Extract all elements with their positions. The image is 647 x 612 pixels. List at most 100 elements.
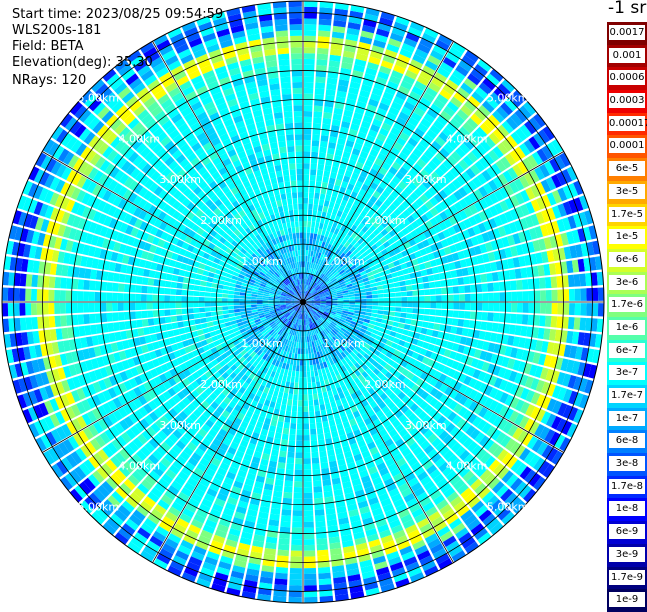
range-gate-cell	[303, 198, 308, 204]
range-gate-cell	[205, 297, 211, 301]
range-gate-cell	[282, 199, 287, 206]
range-gate-cell	[310, 423, 316, 429]
range-gate-cell	[194, 319, 201, 325]
range-gate-cell	[239, 296, 245, 299]
range-gate-cell	[83, 314, 90, 324]
range-gate-cell	[205, 292, 211, 297]
range-gate-cell	[394, 317, 400, 322]
range-gate-cell	[303, 377, 307, 383]
range-gate-cell	[319, 375, 324, 381]
range-gate-cell	[318, 573, 331, 580]
range-gate-cell	[172, 275, 179, 282]
range-gate-cell	[307, 365, 310, 371]
range-gate-cell	[354, 308, 360, 311]
range-gate-cell	[281, 193, 287, 200]
range-gate-cell	[349, 302, 355, 304]
range-gate-cell	[240, 292, 246, 295]
range-gate-cell	[279, 538, 290, 545]
range-gate-cell	[176, 289, 182, 295]
range-gate-cell	[283, 428, 289, 434]
range-gate-cell	[124, 303, 130, 311]
range-gate-cell	[309, 406, 314, 412]
range-gate-cell	[294, 111, 302, 117]
range-gate-cell	[317, 170, 323, 176]
range-gate-cell	[245, 302, 251, 305]
range-gate-cell	[234, 302, 240, 305]
range-gate-cell	[401, 302, 407, 307]
range-gate-cell	[251, 305, 257, 308]
range-gate-cell	[83, 280, 90, 290]
range-gate-cell	[118, 303, 124, 311]
range-gate-cell	[568, 317, 575, 329]
range-gate-cell	[222, 290, 228, 294]
range-gate-cell	[234, 309, 240, 313]
range-gate-cell	[304, 82, 314, 88]
range-gate-cell	[113, 322, 120, 331]
range-gate-cell	[318, 393, 323, 399]
range-gate-cell	[313, 233, 317, 239]
range-gate-cell	[289, 210, 294, 216]
range-gate-cell	[551, 316, 558, 328]
range-gate-cell	[112, 283, 118, 292]
range-gate-cell	[54, 316, 61, 327]
range-gate-cell	[310, 365, 314, 371]
range-gate-cell	[196, 324, 203, 330]
range-gate-cell	[274, 578, 287, 585]
range-gate-cell	[304, 76, 314, 82]
range-gate-cell	[291, 186, 296, 192]
range-gate-cell	[83, 303, 89, 313]
range-gate-cell	[324, 397, 330, 404]
range-gate-cell	[303, 412, 308, 418]
range-gate-cell	[274, 485, 283, 492]
range-gate-cell	[240, 289, 246, 293]
range-gate-cell	[592, 303, 598, 316]
range-gate-cell	[304, 30, 316, 36]
range-gate-cell	[245, 293, 251, 296]
range-gate-cell	[320, 141, 328, 148]
range-gate-cell	[304, 1, 317, 7]
range-gate-cell	[187, 290, 193, 295]
range-gate-cell	[480, 321, 487, 330]
range-gate-cell	[313, 111, 322, 117]
range-gate-cell	[112, 293, 118, 301]
range-gate-cell	[322, 479, 331, 486]
range-gate-cell	[286, 463, 294, 469]
range-gate-cell	[118, 312, 124, 321]
range-gate-cell	[26, 317, 33, 330]
range-gate-cell	[293, 504, 302, 510]
range-gate-cell	[276, 200, 282, 207]
range-gate-cell	[295, 371, 299, 377]
range-gate-cell	[303, 215, 307, 221]
range-gate-cell	[297, 423, 303, 429]
range-gate-cell	[288, 1, 301, 7]
range-gate-cell	[295, 227, 299, 233]
range-gate-cell	[289, 7, 302, 13]
range-gate-cell	[207, 277, 214, 282]
range-gate-cell	[281, 404, 287, 411]
range-gate-cell	[288, 204, 293, 210]
range-gate-cell	[301, 337, 303, 343]
range-gate-cell	[322, 176, 328, 183]
range-gate-cell	[297, 418, 302, 424]
range-gate-cell	[290, 216, 294, 222]
range-gate-cell	[135, 294, 141, 301]
range-gate-cell	[280, 521, 290, 528]
range-gate-cell	[107, 313, 113, 322]
range-gate-cell	[312, 239, 316, 245]
range-gate-cell	[282, 164, 289, 171]
range-gate-cell	[476, 312, 482, 320]
range-gate-cell	[435, 316, 442, 323]
range-gate-cell	[290, 568, 302, 574]
range-gate-cell	[314, 106, 323, 112]
range-gate-cell	[275, 25, 288, 32]
range-gate-cell	[297, 186, 302, 192]
range-gate-cell	[2, 303, 8, 316]
range-gate-cell	[294, 487, 302, 493]
range-gate-cell	[343, 304, 349, 306]
range-gate-cell	[313, 204, 318, 210]
range-gate-cell	[165, 281, 172, 288]
range-gate-cell	[540, 303, 546, 314]
range-gate-cell	[301, 342, 303, 348]
range-gate-cell	[419, 302, 425, 307]
range-gate-cell	[224, 318, 230, 323]
